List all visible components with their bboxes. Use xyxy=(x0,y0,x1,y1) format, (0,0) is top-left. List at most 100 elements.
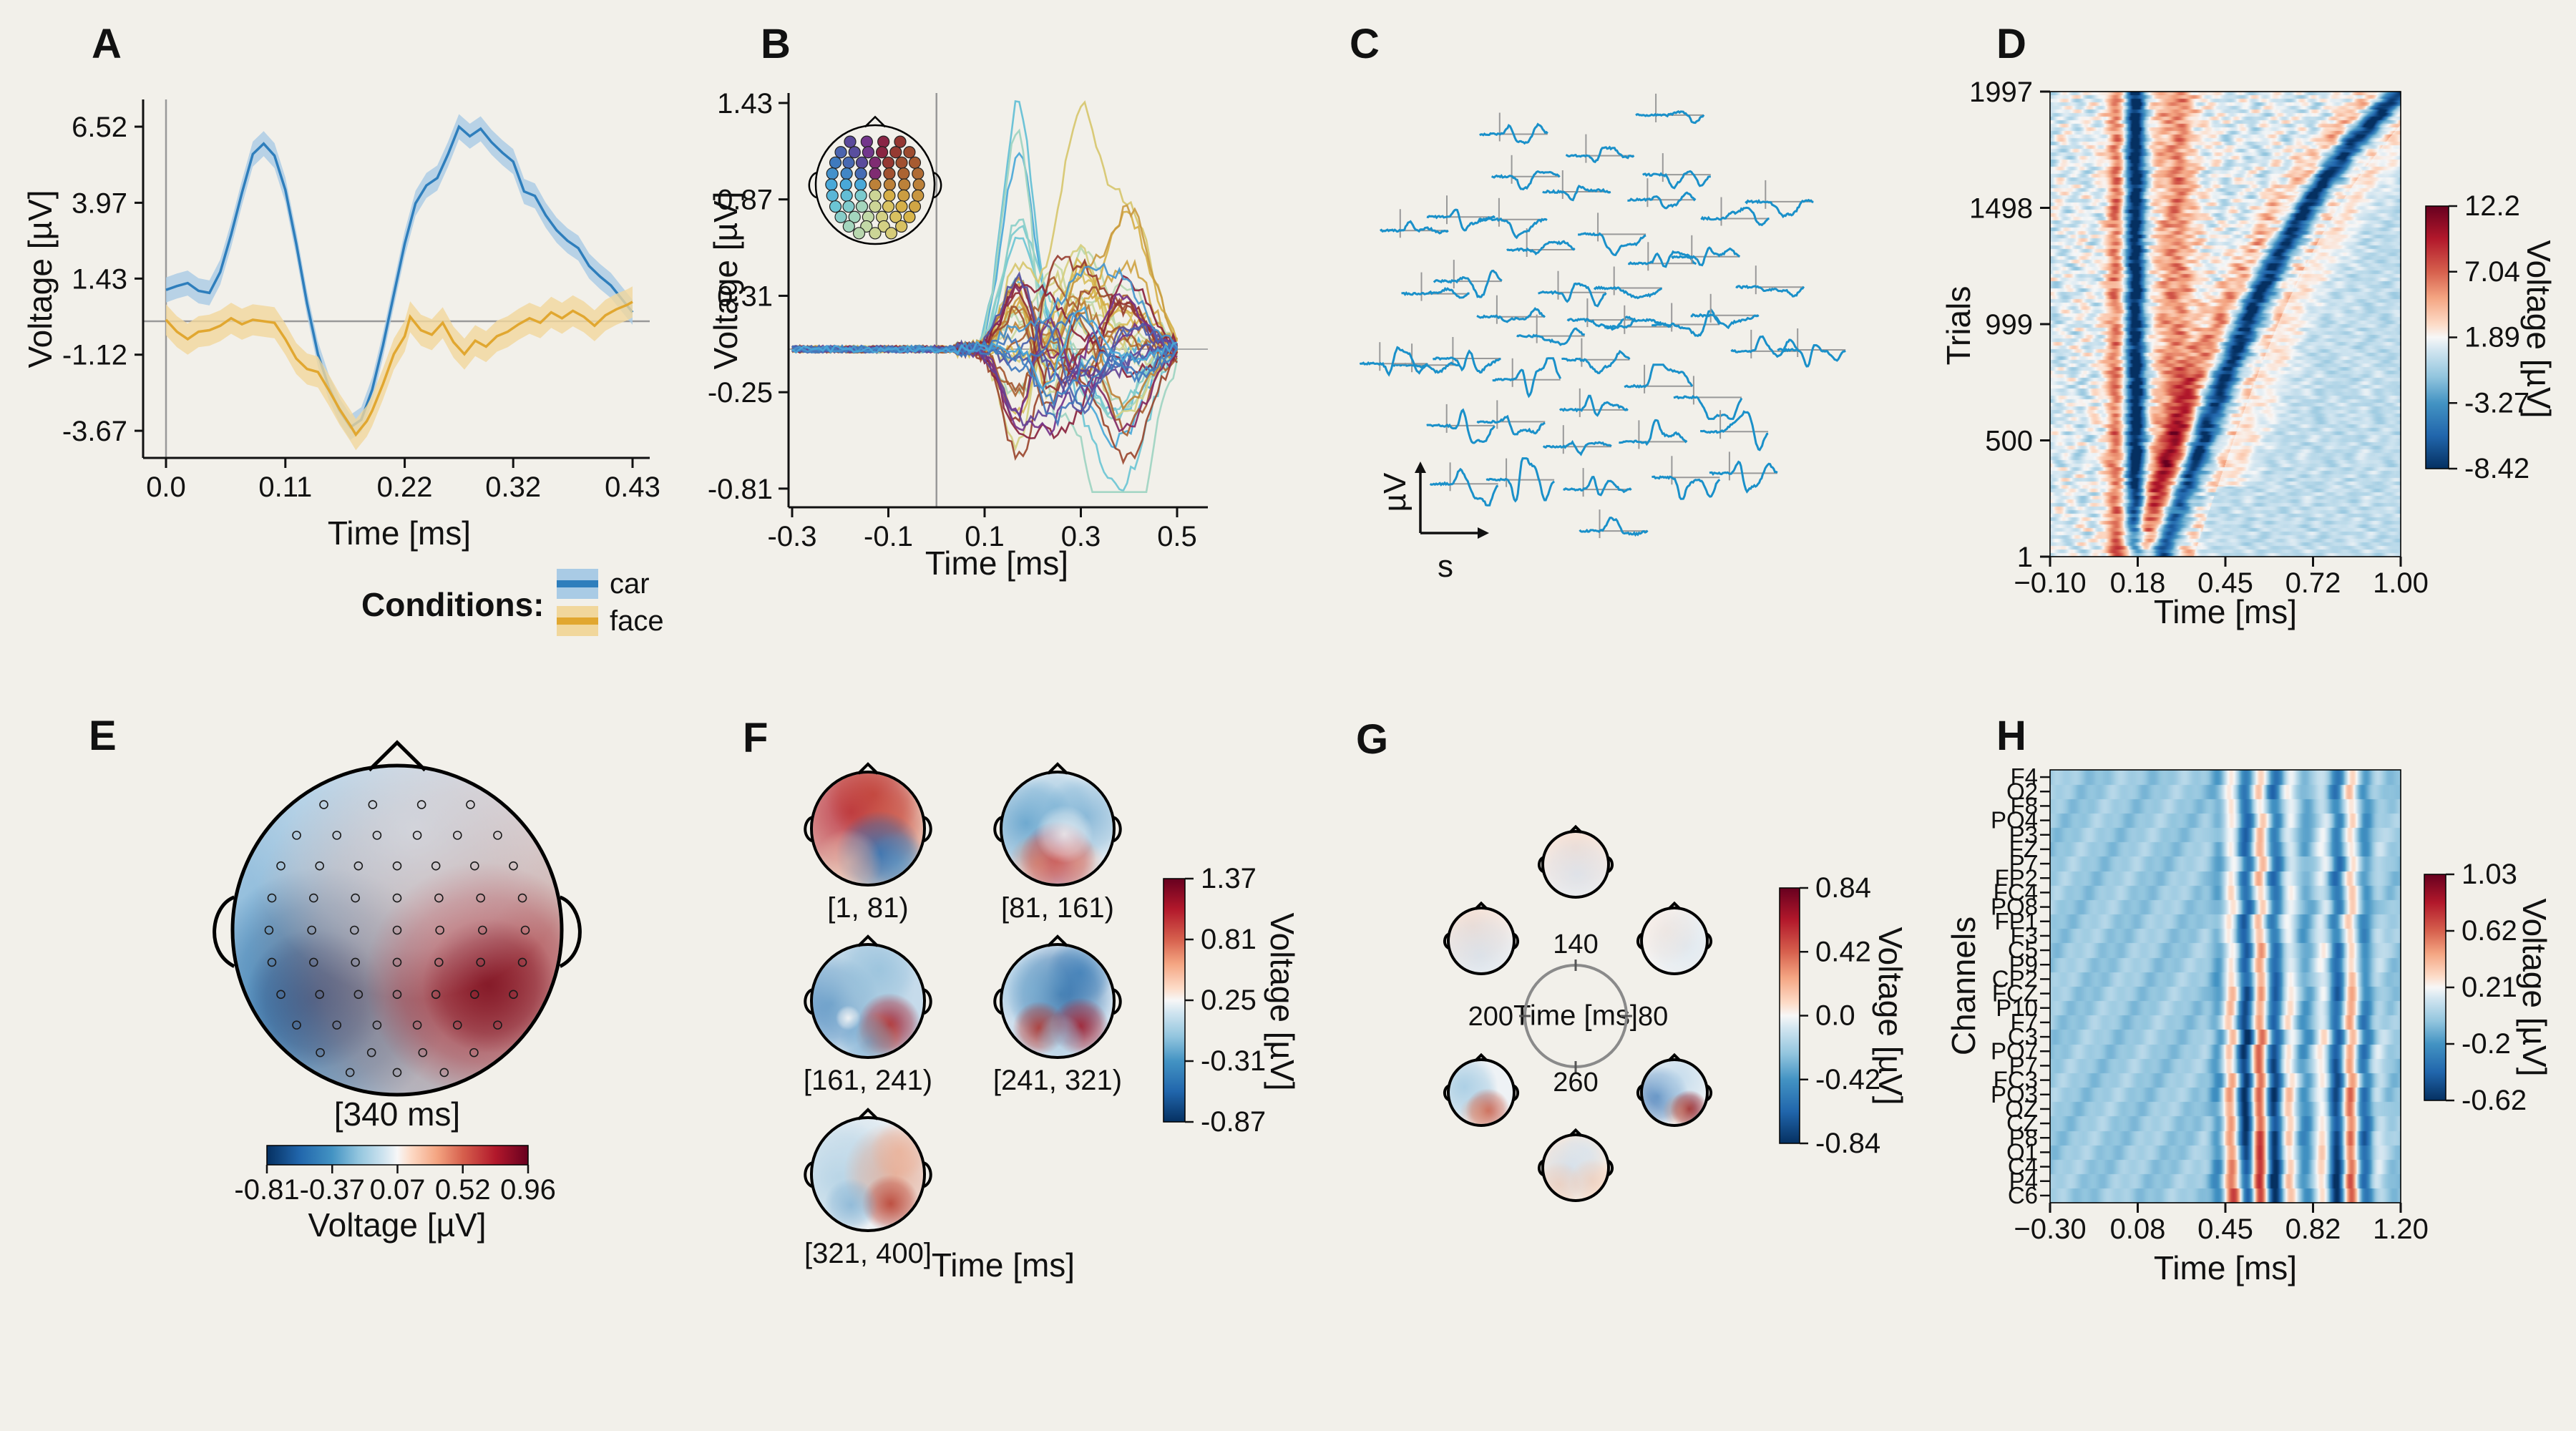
channel-label: P7 xyxy=(2009,1052,2038,1078)
head-outline xyxy=(804,934,932,1059)
topo-fill xyxy=(1450,1061,1513,1124)
svg-text:0.1: 0.1 xyxy=(965,521,1005,552)
butterfly-line xyxy=(791,218,1179,420)
panel-b-plot: 1.43 0.87 0.31 -0.25 -0.81 -0.3 -0.1 0.1 0.3 0.5 xyxy=(708,88,1208,552)
head-outline xyxy=(213,740,582,1097)
svg-text:7.04: 7.04 xyxy=(2464,256,2520,288)
erp-trace xyxy=(1619,419,1688,449)
svg-text:1: 1 xyxy=(2017,542,2033,573)
svg-text:0.31: 0.31 xyxy=(717,280,773,312)
panel-a-x-label: Time [ms] xyxy=(327,514,472,552)
svg-text:0.96: 0.96 xyxy=(500,1174,556,1206)
svg-text:80: 80 xyxy=(1638,1002,1668,1032)
panel-a-plot: 6.52 3.97 1.43 -1.12 -3.67 0.0 0.11 0.22 0.32 0.4… xyxy=(62,99,660,503)
svg-text:1.43: 1.43 xyxy=(717,88,773,119)
erp-trace xyxy=(1628,242,1697,271)
erp-trace xyxy=(1565,134,1635,164)
channel-label: PO7 xyxy=(1991,1037,2038,1064)
panel-f-x-label: Time [ms] xyxy=(931,1246,1075,1284)
colorbar xyxy=(2426,206,2449,469)
legend-label-face: face xyxy=(610,605,664,637)
head-outline xyxy=(1636,1053,1713,1127)
svg-text:3.97: 3.97 xyxy=(72,187,127,219)
channel-label: P10 xyxy=(1996,995,2038,1021)
svg-text:12.2: 12.2 xyxy=(2464,190,2520,222)
erp-trace xyxy=(1777,328,1846,368)
erp-trace xyxy=(1426,195,1496,232)
svg-text:-0.1: -0.1 xyxy=(864,521,913,552)
svg-text:1.89: 1.89 xyxy=(2464,322,2520,353)
panel-c-array xyxy=(1359,93,1846,539)
channel-label: F4 xyxy=(2010,763,2038,790)
channel-label: P9 xyxy=(2009,951,2038,977)
erp-trace xyxy=(1700,197,1770,227)
head-outline xyxy=(1443,901,1520,975)
erp-trace xyxy=(1709,451,1778,494)
panel-a-letter: A xyxy=(92,21,122,67)
legend-label-car: car xyxy=(610,567,650,600)
erp-trace xyxy=(1542,170,1611,202)
channel-label: O1 xyxy=(2006,1138,2038,1165)
butterfly-line xyxy=(791,306,1178,391)
topo-fill xyxy=(1002,946,1113,1056)
erp-trace xyxy=(1485,457,1556,503)
panel-f-letter: F xyxy=(743,715,769,761)
topo-fill xyxy=(813,946,923,1056)
panel-f-toposeries: [1, 81) [81, 161) [161, 241) [241, 321) [321… xyxy=(804,762,1266,1269)
panel-c-xunit-label: s xyxy=(1438,549,1453,584)
butterfly-line xyxy=(791,311,1178,373)
svg-text:[81, 161): [81, 161) xyxy=(1001,892,1114,924)
erp-trace xyxy=(1745,180,1814,219)
head-outline xyxy=(804,762,932,887)
inset-electrodes xyxy=(825,135,925,240)
svg-text:1.37: 1.37 xyxy=(1201,863,1257,894)
erp-trace xyxy=(1624,363,1694,394)
clock-circle xyxy=(1523,964,1628,1068)
channel-label: PO8 xyxy=(1991,894,2038,920)
erp-trace xyxy=(1635,93,1705,124)
svg-text:0.32: 0.32 xyxy=(485,472,541,503)
erp-trace xyxy=(1538,270,1607,308)
panel-e-colorbar-label: Voltage [µV] xyxy=(308,1206,487,1244)
erp-trace xyxy=(1476,295,1546,324)
svg-text:0.07: 0.07 xyxy=(370,1174,426,1206)
channel-label: FCZ xyxy=(1992,980,2038,1007)
svg-text:140: 140 xyxy=(1553,929,1598,959)
channel-label: P7 xyxy=(2009,850,2038,876)
erp-trace xyxy=(1492,357,1562,399)
channel-label: P4 xyxy=(2009,1168,2038,1194)
svg-text:0.87: 0.87 xyxy=(717,185,773,216)
butterfly-line xyxy=(791,262,1178,356)
erp-trace xyxy=(1491,155,1561,191)
legend: car face xyxy=(557,565,664,640)
svg-text:-0.81: -0.81 xyxy=(234,1174,299,1206)
svg-text:0.21: 0.21 xyxy=(2462,972,2517,1003)
panel-e-caption: [340 ms] xyxy=(333,1095,461,1133)
erp-trace xyxy=(1516,314,1586,346)
channel-label: C3 xyxy=(2008,1023,2038,1050)
channel-label: F3 xyxy=(2010,922,2038,949)
svg-text:0.18: 0.18 xyxy=(2110,567,2166,599)
svg-text:-0.37: -0.37 xyxy=(300,1174,365,1206)
erp-trace xyxy=(1690,293,1760,330)
svg-text:−0.10: −0.10 xyxy=(2014,567,2086,599)
channel-label: FP1 xyxy=(1994,908,2038,934)
svg-text:0.82: 0.82 xyxy=(2285,1213,2341,1245)
panel-g-center-label: Time [ms] xyxy=(1513,1000,1639,1032)
svg-text:0.43: 0.43 xyxy=(605,472,660,503)
svg-text:0.52: 0.52 xyxy=(435,1174,491,1206)
svg-text:0.11: 0.11 xyxy=(258,472,312,503)
erp-trace xyxy=(1561,338,1631,374)
erp-trace xyxy=(1426,404,1496,444)
erp-trace xyxy=(1700,410,1769,451)
ribbon-face xyxy=(166,286,633,451)
scale-arrows xyxy=(1415,461,1489,539)
panel-h-heatmap xyxy=(2050,770,2401,1203)
svg-text:0.45: 0.45 xyxy=(2197,567,2253,599)
svg-text:-0.25: -0.25 xyxy=(708,377,773,409)
svg-text:0.22: 0.22 xyxy=(377,472,433,503)
topo-fill xyxy=(813,773,923,884)
panel-a-y-label: Voltage [µV] xyxy=(21,190,59,368)
svg-text:−0.30: −0.30 xyxy=(2014,1213,2086,1245)
